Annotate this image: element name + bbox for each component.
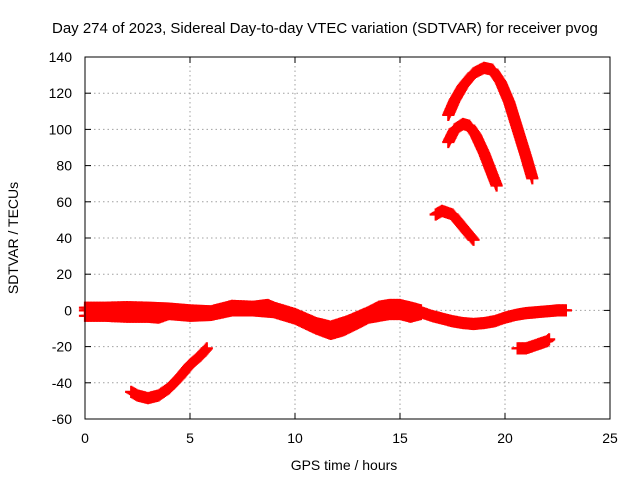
data-point [559,304,572,317]
y-tick-label: 20 [56,266,72,282]
y-tick-label: 0 [64,302,72,318]
y-tick-label: -40 [52,375,72,391]
series-low-dip [125,342,213,405]
data-point [467,233,480,246]
axis-ticks: 0 5 10 15 20 25 -60 -40 -20 0 20 40 60 80 100 120 140 [49,49,618,446]
x-tick-label: 5 [186,430,194,446]
data-point [526,172,539,185]
y-tick-label: 80 [56,158,72,174]
y-tick-label: -20 [52,339,72,355]
y-tick-label: 120 [49,85,73,101]
chart-title: Day 274 of 2023, Sidereal Day-to-day VTE… [52,20,598,37]
data-point [414,307,428,321]
x-tick-label: 25 [602,430,618,446]
series-right-low-segment [511,333,556,355]
y-axis-label: SDTVAR / TECUs [5,182,21,294]
x-tick-label: 0 [81,430,89,446]
plot-frame [84,56,611,420]
x-tick-label: 15 [392,430,408,446]
x-tick-label: 10 [287,430,303,446]
data-point [543,333,556,346]
y-tick-label: 100 [49,121,73,137]
data-point [490,179,503,192]
data-points [78,61,572,405]
data-point [200,342,213,355]
y-tick-label: -60 [52,411,72,427]
y-tick-label: 140 [49,49,73,65]
series-band-lower-spread [78,304,428,341]
x-tick-label: 20 [497,430,513,446]
series-arc-103 [442,117,503,192]
x-axis-label: GPS time / hours [291,457,398,473]
y-tick-label: 60 [56,194,72,210]
y-tick-label: 40 [56,230,72,246]
grid [85,57,610,419]
series-arc-134 [442,61,539,185]
series-arc-55 [429,204,480,246]
